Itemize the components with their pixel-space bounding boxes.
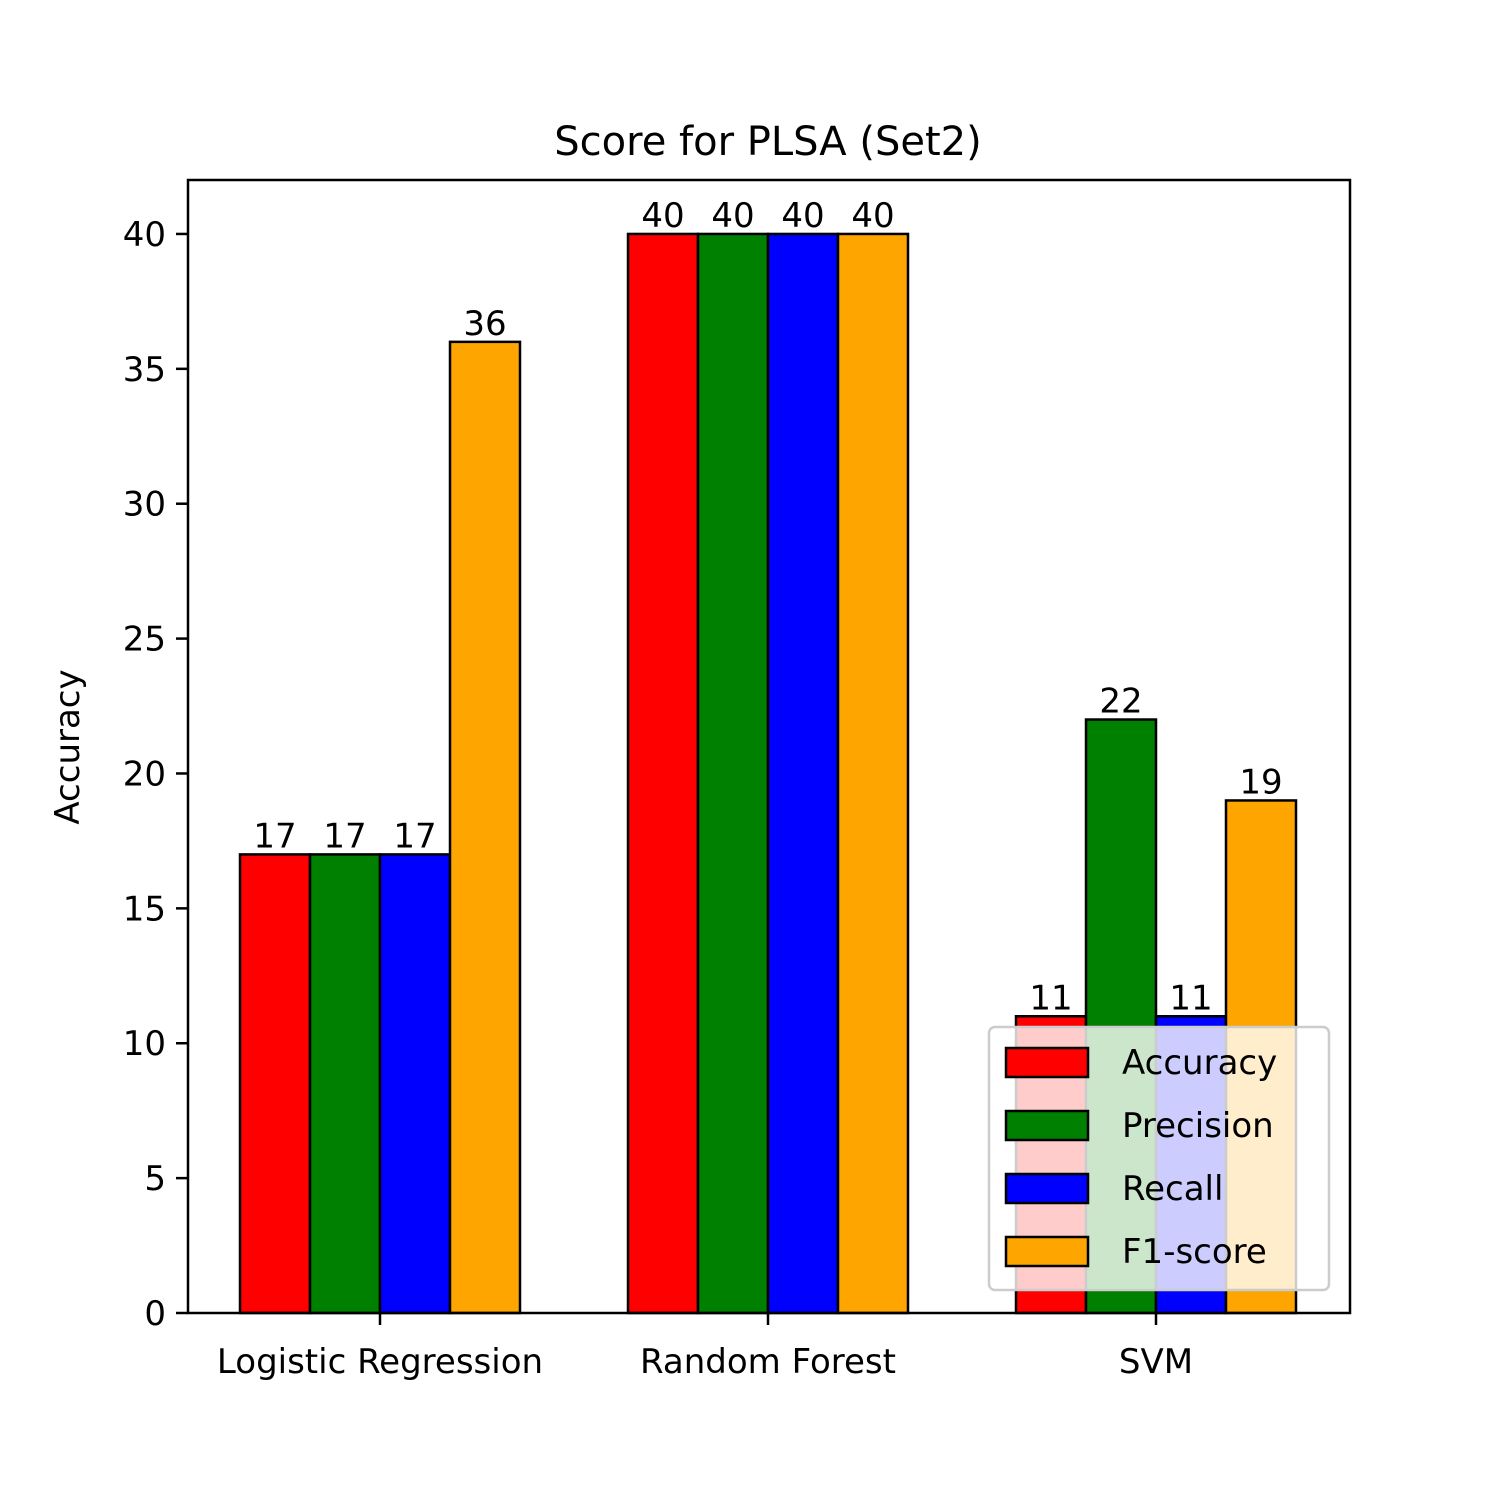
legend-swatch-precision — [1004, 1109, 1090, 1142]
y-tick-label: 20 — [123, 754, 166, 794]
legend-swatch-f1-score — [1004, 1235, 1090, 1268]
bar-value-label: 17 — [393, 816, 436, 856]
x-axis-ticks: Logistic Regression Random Forest SVM — [217, 1313, 1193, 1382]
bar-precision-1 — [696, 232, 770, 1315]
legend-swatch-recall — [1004, 1172, 1090, 1205]
legend-label: Precision — [1122, 1106, 1274, 1146]
y-axis-label: Accuracy — [48, 669, 88, 824]
bar-value-label: 40 — [781, 196, 824, 236]
bar-accuracy-1 — [626, 232, 700, 1315]
legend-label: Recall — [1122, 1169, 1223, 1209]
bar-value-label: 17 — [323, 816, 366, 856]
bar-f1-score-0 — [448, 340, 522, 1315]
bar-value-label: 19 — [1239, 762, 1282, 802]
chart-title: Score for PLSA (Set2) — [554, 119, 981, 165]
y-tick-label: 0 — [144, 1294, 166, 1334]
bar-accuracy-0 — [238, 853, 312, 1315]
x-tick-label: Logistic Regression — [217, 1342, 543, 1382]
bar-recall-1 — [766, 232, 840, 1315]
y-tick-label: 10 — [123, 1024, 166, 1064]
bar-value-label: 22 — [1099, 682, 1142, 722]
legend-swatch-accuracy — [1004, 1046, 1090, 1079]
x-tick-label: SVM — [1119, 1342, 1193, 1382]
bar-value-label: 17 — [253, 816, 296, 856]
y-axis-ticks: 0 5 10 15 20 25 30 35 40 — [123, 215, 188, 1334]
legend-label: F1-score — [1122, 1232, 1267, 1272]
legend-label: Accuracy — [1122, 1043, 1277, 1083]
y-tick-label: 15 — [123, 889, 166, 929]
bar-precision-0 — [308, 853, 382, 1315]
bar-value-label: 40 — [711, 196, 754, 236]
y-tick-label: 30 — [123, 485, 166, 525]
legend: Accuracy Precision Recall F1-score — [987, 1025, 1331, 1292]
bar-value-label: 40 — [851, 196, 894, 236]
bar-value-label: 11 — [1029, 978, 1072, 1018]
y-tick-label: 35 — [123, 350, 166, 390]
y-tick-label: 40 — [123, 215, 166, 255]
bar-value-label: 36 — [463, 304, 506, 344]
bar-value-label: 40 — [641, 196, 684, 236]
y-tick-label: 5 — [144, 1159, 166, 1199]
bar-f1-score-1 — [836, 232, 910, 1315]
legend-box — [987, 1025, 1331, 1292]
bar-value-labels: 17 17 17 36 40 40 40 40 11 22 11 19 — [253, 196, 1282, 1018]
bar-value-label: 11 — [1169, 978, 1212, 1018]
bar-recall-0 — [378, 853, 452, 1315]
y-tick-label: 25 — [123, 620, 166, 660]
x-tick-label: Random Forest — [640, 1342, 896, 1382]
plot-frame — [186, 178, 1352, 1315]
